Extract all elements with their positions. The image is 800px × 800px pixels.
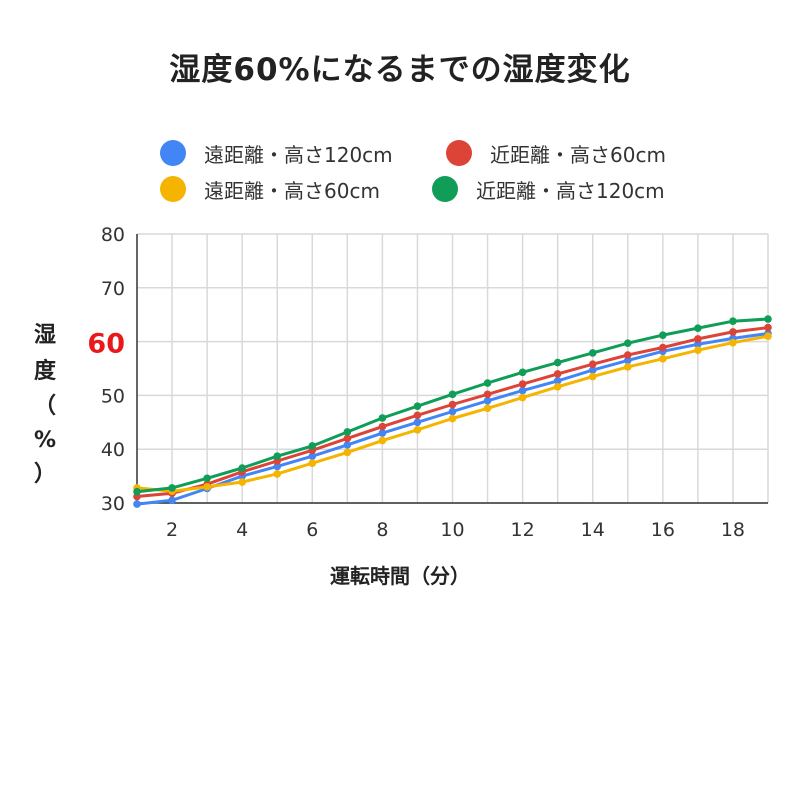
- x-axis-label: 運転時間（分）: [330, 564, 470, 588]
- legend-item: 遠距離・高さ60cm: [160, 174, 380, 204]
- y-tick-label: 80: [101, 224, 125, 246]
- legend-label: 近距離・高さ60cm: [490, 142, 666, 167]
- data-point: [553, 377, 562, 385]
- x-tick-label: 2: [166, 519, 178, 541]
- data-point: [623, 363, 632, 371]
- data-point: [694, 335, 702, 343]
- data-point: [729, 338, 737, 347]
- data-point: [343, 428, 352, 436]
- y-axis-label-char: 湿: [33, 323, 56, 348]
- data-point: [518, 380, 527, 388]
- legend-item: 近距離・高さ60cm: [446, 138, 666, 168]
- data-point: [168, 484, 176, 492]
- y-tick-label-highlight: 60: [87, 329, 125, 360]
- y-axis-label-char: （: [33, 394, 56, 419]
- y-tick-label: 50: [101, 385, 125, 407]
- y-tick-label: 40: [101, 439, 125, 461]
- data-point: [623, 339, 632, 348]
- legend-item: 近距離・高さ120cm: [432, 174, 665, 204]
- data-point: [203, 474, 211, 483]
- legend-swatch-yellow: [160, 176, 186, 202]
- y-axis-label-char: ）: [33, 462, 56, 487]
- data-point: [448, 414, 457, 423]
- data-point: [448, 407, 457, 416]
- data-point: [273, 452, 282, 460]
- y-axis-label-char: 度: [33, 359, 56, 384]
- data-point: [448, 400, 457, 409]
- data-point: [694, 324, 702, 332]
- data-point: [483, 390, 492, 399]
- data-point: [483, 379, 492, 387]
- data-point: [133, 487, 141, 496]
- legend-swatch-blue: [160, 140, 186, 166]
- data-point: [273, 470, 282, 478]
- legend-swatch-red: [446, 140, 472, 166]
- data-point: [378, 422, 387, 431]
- data-point: [588, 349, 597, 357]
- data-point: [378, 414, 387, 422]
- data-point: [308, 459, 317, 467]
- data-point: [238, 478, 246, 486]
- x-tick-label: 16: [651, 519, 675, 541]
- data-point: [588, 360, 597, 368]
- data-point: [448, 390, 457, 399]
- data-point: [623, 356, 632, 365]
- data-point: [413, 402, 422, 410]
- data-point: [764, 332, 772, 341]
- data-point: [729, 317, 737, 325]
- data-point: [308, 452, 317, 460]
- data-point: [518, 386, 527, 395]
- legend-label: 遠距離・高さ120cm: [204, 142, 393, 167]
- x-tick-label: 12: [511, 519, 535, 541]
- y-axis-label-char: %: [33, 428, 57, 453]
- data-point: [553, 382, 562, 391]
- x-tick-label: 6: [306, 519, 318, 541]
- data-point: [764, 323, 772, 332]
- legend-item: 遠距離・高さ120cm: [160, 138, 393, 168]
- data-point: [588, 372, 597, 381]
- data-point: [483, 404, 492, 413]
- x-tick-label: 14: [581, 519, 605, 541]
- data-point: [694, 340, 702, 349]
- data-point: [413, 418, 422, 427]
- legend-label: 近距離・高さ120cm: [476, 178, 665, 203]
- data-point: [413, 411, 422, 420]
- data-point: [343, 448, 352, 457]
- data-point: [203, 483, 211, 491]
- y-tick-label: 30: [101, 493, 125, 515]
- data-point: [483, 396, 492, 405]
- data-point: [168, 496, 176, 505]
- data-point: [343, 434, 352, 443]
- legend-label: 遠距離・高さ60cm: [204, 178, 380, 203]
- data-point: [553, 358, 562, 367]
- data-point: [729, 328, 737, 336]
- data-point: [553, 370, 562, 378]
- data-point: [273, 462, 282, 471]
- data-point: [518, 393, 527, 402]
- x-tick-label: 8: [376, 519, 388, 541]
- data-point: [623, 351, 632, 359]
- y-tick-label: 70: [101, 278, 125, 300]
- data-point: [343, 441, 352, 449]
- x-tick-label: 10: [440, 519, 464, 541]
- data-point: [659, 343, 667, 352]
- data-point: [659, 331, 667, 339]
- data-point: [764, 315, 772, 323]
- data-point: [659, 355, 667, 363]
- data-point: [133, 500, 141, 508]
- y-axis-label: 湿 度 （ % ）: [28, 318, 62, 492]
- data-point: [518, 368, 527, 377]
- x-tick-label: 4: [236, 519, 248, 541]
- legend-swatch-green: [432, 176, 458, 202]
- data-point: [378, 436, 387, 445]
- data-point: [588, 366, 597, 374]
- data-point: [308, 442, 317, 450]
- data-point: [378, 429, 387, 437]
- data-point: [413, 426, 422, 434]
- x-tick-label: 18: [721, 519, 745, 541]
- chart-title: 湿度60%になるまでの湿度変化: [169, 52, 631, 88]
- data-point: [694, 346, 702, 355]
- data-point: [238, 464, 246, 472]
